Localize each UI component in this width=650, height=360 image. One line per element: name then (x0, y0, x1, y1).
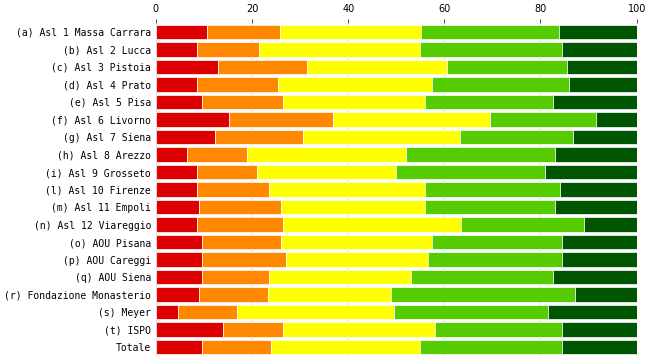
Bar (421, 340, 562, 354)
Bar (197, 42, 259, 57)
Bar (281, 235, 432, 249)
Bar (421, 25, 559, 39)
Bar (156, 77, 197, 92)
Bar (156, 200, 199, 214)
Bar (156, 270, 202, 284)
Bar (223, 323, 283, 337)
Bar (200, 287, 268, 302)
Bar (555, 200, 636, 214)
Bar (333, 112, 490, 127)
Bar (425, 95, 552, 109)
Bar (425, 182, 560, 197)
Bar (447, 60, 567, 74)
Bar (259, 42, 421, 57)
Bar (545, 165, 636, 179)
Bar (156, 340, 202, 354)
Bar (435, 323, 562, 337)
Bar (156, 287, 200, 302)
Bar (567, 60, 636, 74)
Bar (573, 130, 636, 144)
Bar (247, 147, 406, 162)
Bar (202, 340, 271, 354)
Bar (552, 95, 636, 109)
Bar (202, 95, 283, 109)
Bar (257, 165, 396, 179)
Bar (197, 217, 283, 232)
Bar (278, 77, 432, 92)
Bar (303, 130, 460, 144)
Bar (559, 25, 636, 39)
Bar (283, 217, 461, 232)
Bar (156, 252, 202, 267)
Bar (156, 112, 229, 127)
Bar (187, 147, 247, 162)
Bar (432, 235, 562, 249)
Bar (199, 200, 281, 214)
Bar (562, 340, 636, 354)
Bar (237, 305, 394, 319)
Bar (549, 305, 636, 319)
Bar (584, 217, 636, 232)
Bar (286, 252, 428, 267)
Bar (562, 252, 636, 267)
Bar (214, 130, 303, 144)
Bar (555, 147, 636, 162)
Bar (156, 130, 214, 144)
Bar (156, 305, 178, 319)
Bar (268, 287, 391, 302)
Bar (432, 77, 569, 92)
Bar (560, 182, 636, 197)
Bar (197, 165, 257, 179)
Bar (202, 270, 269, 284)
Bar (229, 112, 333, 127)
Bar (596, 112, 636, 127)
Bar (391, 287, 575, 302)
Bar (178, 305, 237, 319)
Bar (575, 287, 636, 302)
Bar (156, 217, 197, 232)
Bar (490, 112, 596, 127)
Bar (197, 77, 278, 92)
Bar (421, 42, 562, 57)
Bar (281, 200, 425, 214)
Bar (425, 200, 555, 214)
Bar (406, 147, 555, 162)
Bar (156, 60, 218, 74)
Bar (202, 235, 281, 249)
Bar (156, 235, 202, 249)
Bar (269, 182, 425, 197)
Bar (202, 252, 286, 267)
Bar (218, 60, 307, 74)
Bar (394, 305, 549, 319)
Bar (156, 42, 197, 57)
Bar (569, 77, 636, 92)
Bar (197, 182, 269, 197)
Bar (156, 182, 197, 197)
Bar (156, 165, 197, 179)
Bar (562, 42, 636, 57)
Bar (283, 95, 425, 109)
Bar (428, 252, 562, 267)
Bar (156, 323, 223, 337)
Bar (460, 130, 573, 144)
Bar (411, 270, 552, 284)
Bar (396, 165, 545, 179)
Bar (562, 323, 636, 337)
Bar (156, 95, 202, 109)
Bar (156, 147, 187, 162)
Bar (207, 25, 280, 39)
Bar (562, 235, 636, 249)
Bar (280, 25, 421, 39)
Bar (156, 25, 207, 39)
Bar (461, 217, 584, 232)
Bar (269, 270, 411, 284)
Bar (271, 340, 421, 354)
Bar (552, 270, 636, 284)
Bar (307, 60, 447, 74)
Bar (283, 323, 435, 337)
